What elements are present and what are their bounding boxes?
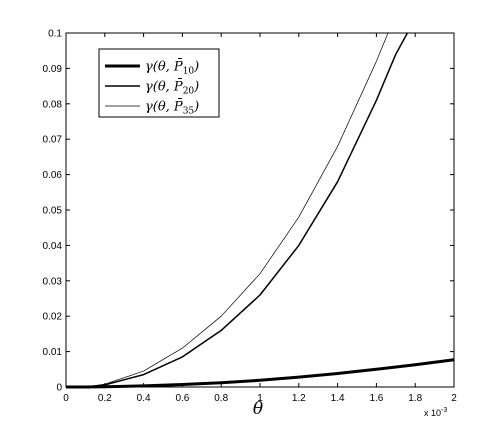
legend: γ(θ, P̄10) γ(θ, P̄20) γ(θ, P̄35)	[98, 48, 220, 118]
y-axis: 0 0.01 0.02 0.03 0.04 0.05 0.06 0.07 0.08 0.09 0.1	[43, 29, 454, 394]
series-line-10	[66, 358, 455, 389]
x-tick-label: 0.4	[137, 393, 151, 404]
y-tick-label: 0.08	[43, 99, 63, 110]
x-tick-label: 1.6	[369, 393, 383, 404]
x-tick-label: 1.4	[331, 393, 345, 404]
y-tick-label: 0.04	[43, 241, 63, 252]
x-tick-label: 1.8	[408, 393, 422, 404]
x-axis-label: θ	[253, 399, 263, 419]
x-tick-label: 0.8	[214, 393, 228, 404]
y-tick-label: 0.06	[43, 170, 63, 181]
x-multiplier-label: x 10-3	[424, 407, 447, 418]
series-lines	[66, 32, 455, 389]
y-tick-label: 0.01	[43, 347, 63, 358]
x-tick-label: 0	[63, 393, 69, 404]
y-tick-label: 0	[56, 383, 62, 394]
x-tick-label: 0.6	[175, 393, 189, 404]
x-tick-label: 2	[451, 393, 457, 404]
series-line-35	[66, 32, 389, 388]
x-tick-label: 1	[257, 393, 263, 404]
series-line-20	[66, 32, 409, 388]
y-tick-label: 0.1	[48, 29, 62, 40]
y-tick-label: 0.07	[43, 135, 63, 146]
x-tick-label: 0.2	[98, 393, 112, 404]
y-tick-label: 0.05	[43, 206, 63, 217]
legend-label: γ(θ, P̄10)	[145, 58, 199, 76]
legend-label: γ(θ, P̄20)	[145, 78, 199, 96]
legend-label: γ(θ, P̄35)	[145, 98, 199, 116]
x-tick-label: 1.2	[292, 393, 306, 404]
y-tick-label: 0.09	[43, 64, 63, 75]
y-tick-label: 0.03	[43, 276, 63, 287]
x-axis: 0 0.2 0.4 0.6 0.8 1 1.2 1.4 1.6 1.8 2	[63, 33, 457, 404]
y-tick-label: 0.02	[43, 312, 63, 323]
